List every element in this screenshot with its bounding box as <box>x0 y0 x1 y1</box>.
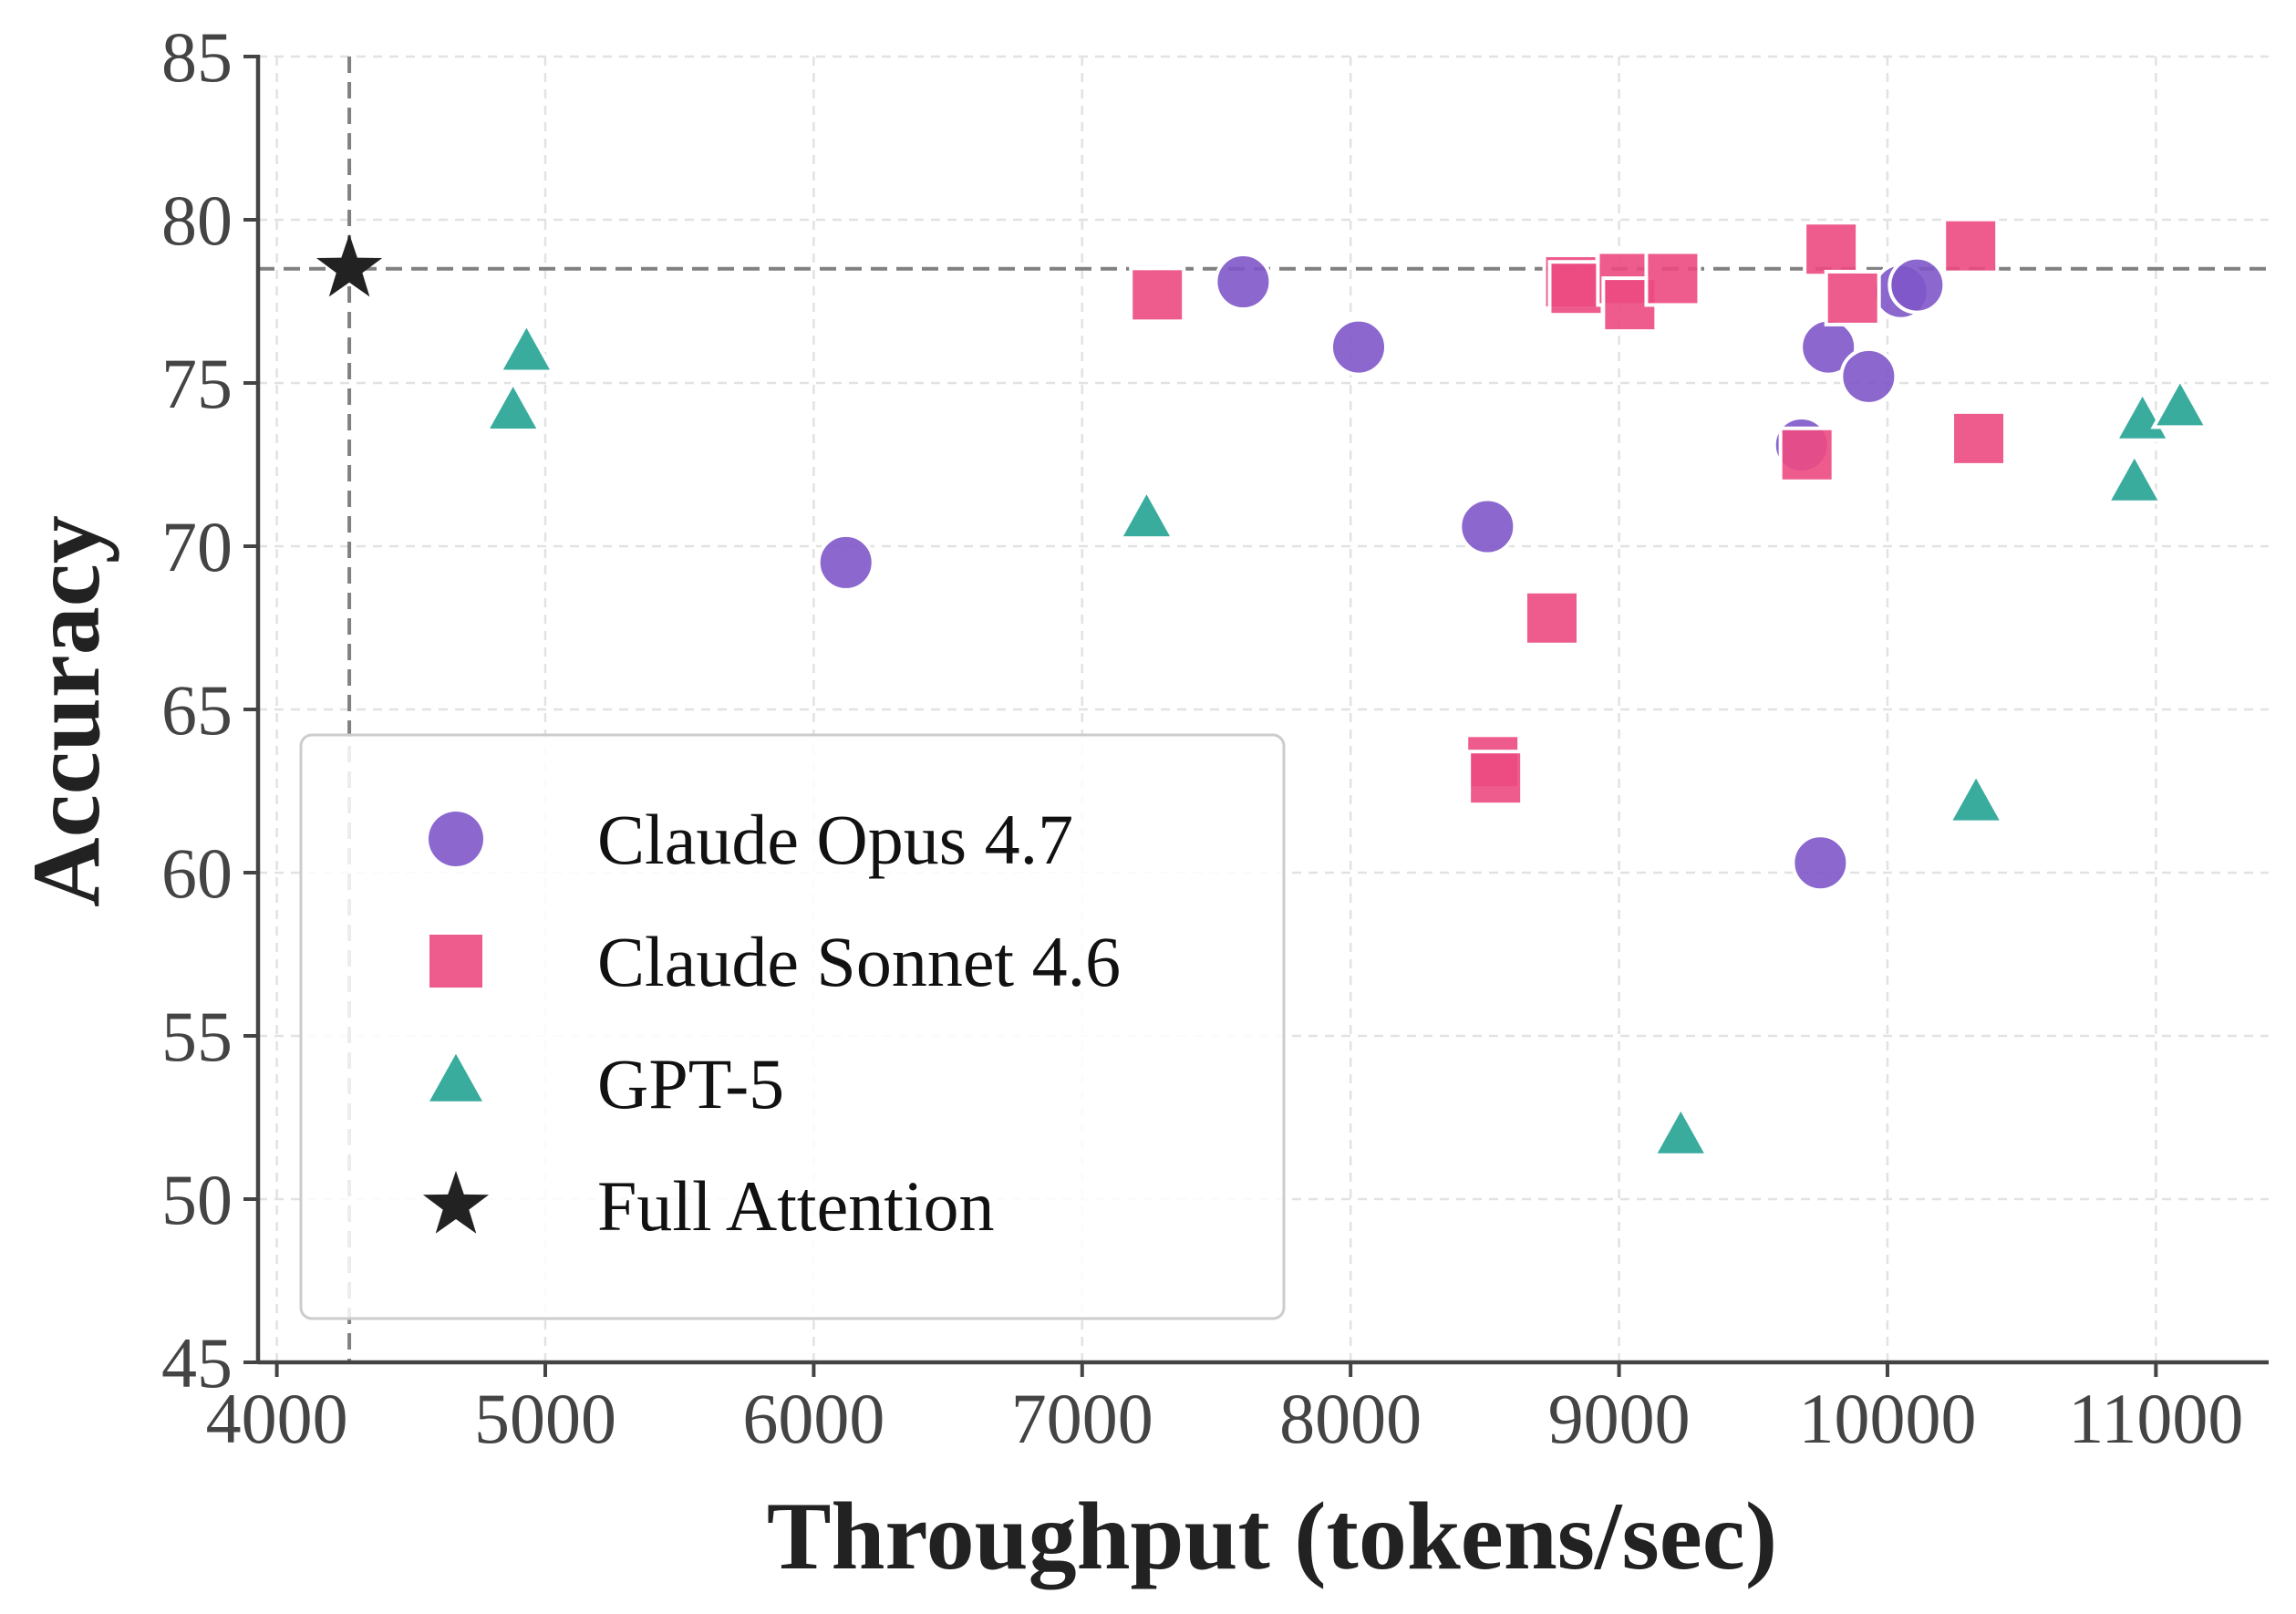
data-point-triangle <box>1650 1103 1711 1157</box>
x-axis-title: Throughput (tokens/sec) <box>767 1483 1777 1589</box>
y-tick-label: 70 <box>161 507 233 586</box>
data-point-triangle <box>483 378 543 432</box>
legend-marker-circle <box>429 812 483 866</box>
data-point-triangle <box>2150 376 2210 429</box>
data-point-square <box>1942 217 2000 274</box>
data-point-circle <box>1214 253 1273 312</box>
x-tick-label: 9000 <box>1548 1379 1691 1458</box>
data-point-star <box>316 233 383 297</box>
legend-label: Claude Sonnet 4.6 <box>597 922 1121 1001</box>
y-tick-label: 85 <box>161 17 233 97</box>
data-point-circle <box>816 533 875 592</box>
data-point-triangle <box>1946 771 2006 824</box>
y-axis-title: Accuracy <box>13 515 119 907</box>
data-point-triangle <box>496 320 556 374</box>
x-tick-label: 4000 <box>206 1379 348 1458</box>
data-point-square <box>1523 589 1580 647</box>
data-point-triangle <box>2105 450 2165 504</box>
data-point-square <box>1803 221 1860 278</box>
data-point-triangle <box>1117 487 1176 541</box>
x-tick-label: 6000 <box>742 1379 884 1458</box>
data-point-circle <box>1458 497 1517 556</box>
x-tick-label: 7000 <box>1011 1379 1153 1458</box>
y-tick-label: 50 <box>161 1160 233 1239</box>
y-tick-label: 65 <box>161 670 233 750</box>
legend-label: GPT-5 <box>597 1044 784 1123</box>
data-point-square <box>1467 750 1525 807</box>
data-point-square <box>1644 250 1701 307</box>
tick-labels: 4000 5000 6000 7000 8000 9000 10000 11000 45 50 55… <box>161 17 2243 1458</box>
y-tick-label: 80 <box>161 181 233 260</box>
legend: Claude Opus 4.7 Claude Sonnet 4.6 GPT-5 Ful… <box>299 733 1286 1320</box>
legend-label: Claude Opus 4.7 <box>597 800 1073 879</box>
data-point-circle <box>1887 255 1947 315</box>
y-tick-label: 60 <box>161 833 233 913</box>
x-tick-label: 5000 <box>474 1379 616 1458</box>
x-tick-label: 11000 <box>2068 1379 2243 1458</box>
legend-label: Full Attention <box>597 1166 995 1246</box>
data-point-circle <box>1839 347 1898 406</box>
legend-marker-star <box>422 1171 490 1234</box>
data-point-square <box>1950 409 2008 467</box>
data-point-circle <box>1329 317 1389 377</box>
legend-frame <box>299 733 1286 1320</box>
data-point-square <box>1129 266 1186 324</box>
y-tick-label: 75 <box>161 344 233 423</box>
x-tick-label: 8000 <box>1279 1379 1422 1458</box>
y-tick-label: 45 <box>161 1323 233 1402</box>
data-points <box>316 217 2210 1157</box>
y-tick-label: 55 <box>161 997 233 1076</box>
data-point-square <box>1824 269 1881 326</box>
legend-marker-square <box>429 935 482 988</box>
data-point-square <box>1547 260 1605 317</box>
legend-marker-triangle <box>429 1053 482 1102</box>
data-point-square <box>1778 426 1836 483</box>
data-point-circle <box>1791 833 1850 893</box>
x-tick-label: 10000 <box>1798 1379 1976 1458</box>
axes <box>243 55 2269 1377</box>
